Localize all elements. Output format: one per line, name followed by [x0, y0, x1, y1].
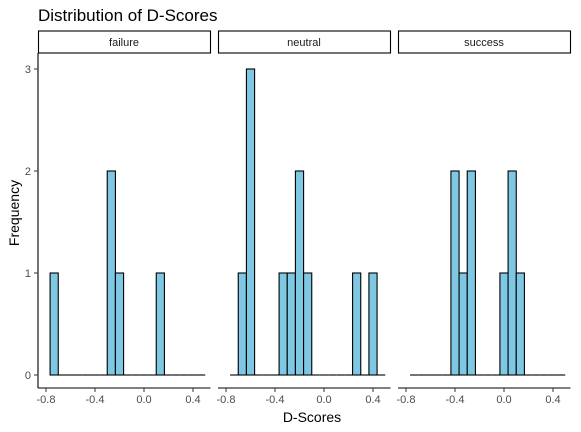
histogram-bar [237, 272, 247, 376]
y-tick-label: 0 [25, 370, 31, 382]
histogram-bar [515, 272, 525, 376]
y-tick-label: 2 [25, 166, 31, 178]
histogram-bar [450, 170, 460, 376]
facet-panel-success: success -0.8 -0.4 0.0 0.4 [397, 30, 572, 406]
strip-label: failure [109, 37, 139, 49]
facet-panel-neutral: neutral -0.8 -0.4 0.0 0.4 [217, 30, 392, 406]
y-tick-label: 1 [25, 268, 31, 280]
strip-label: success [464, 37, 504, 49]
histogram-bar [458, 272, 468, 376]
histogram-bar [114, 272, 125, 376]
histogram-bar [245, 68, 256, 376]
histogram-bar [286, 272, 296, 376]
y-axis-title: Frequency [6, 180, 22, 246]
facet-panel-failure: failure -0.8 -0.4 0.0 0.4 [37, 30, 212, 406]
histogram-bar [106, 170, 116, 376]
x-tick-label: -0.4 [446, 394, 465, 406]
x-tick-label: -0.8 [397, 394, 416, 406]
histogram-bar [499, 272, 509, 376]
histogram-bar [303, 272, 313, 376]
histogram-bar [155, 272, 165, 376]
strip-box [37, 30, 212, 54]
x-tick-label: 0.0 [496, 394, 511, 406]
histogram-bar [368, 272, 378, 376]
x-tick-label: 0.4 [365, 394, 380, 406]
chart-title: Distribution of D-Scores [38, 6, 218, 25]
x-tick-label: 0.4 [545, 394, 560, 406]
histogram-bar [294, 170, 305, 376]
facet-panels: failure -0.8 -0.4 0.0 0.4 neutral -0.8 -0.4 0.0 0… [37, 30, 572, 406]
x-axis-title: D-Scores [283, 409, 341, 425]
histogram-bar [507, 170, 517, 376]
x-tick-label: -0.8 [217, 394, 236, 406]
x-tick-label: -0.4 [86, 394, 105, 406]
strip-label: neutral [287, 37, 321, 49]
strip-box [397, 30, 572, 54]
histogram-bar [352, 272, 362, 376]
histogram-bar [278, 272, 288, 376]
y-axis: 0 1 2 3 [25, 53, 39, 388]
x-tick-label: 0.4 [185, 394, 200, 406]
x-tick-label: 0.0 [136, 394, 151, 406]
strip-box [217, 30, 392, 54]
y-tick-label: 3 [25, 64, 31, 76]
x-tick-label: -0.4 [266, 394, 285, 406]
x-tick-label: 0.0 [316, 394, 331, 406]
histogram-bar [49, 272, 59, 376]
histogram-bar [466, 170, 476, 376]
x-tick-label: -0.8 [37, 394, 56, 406]
